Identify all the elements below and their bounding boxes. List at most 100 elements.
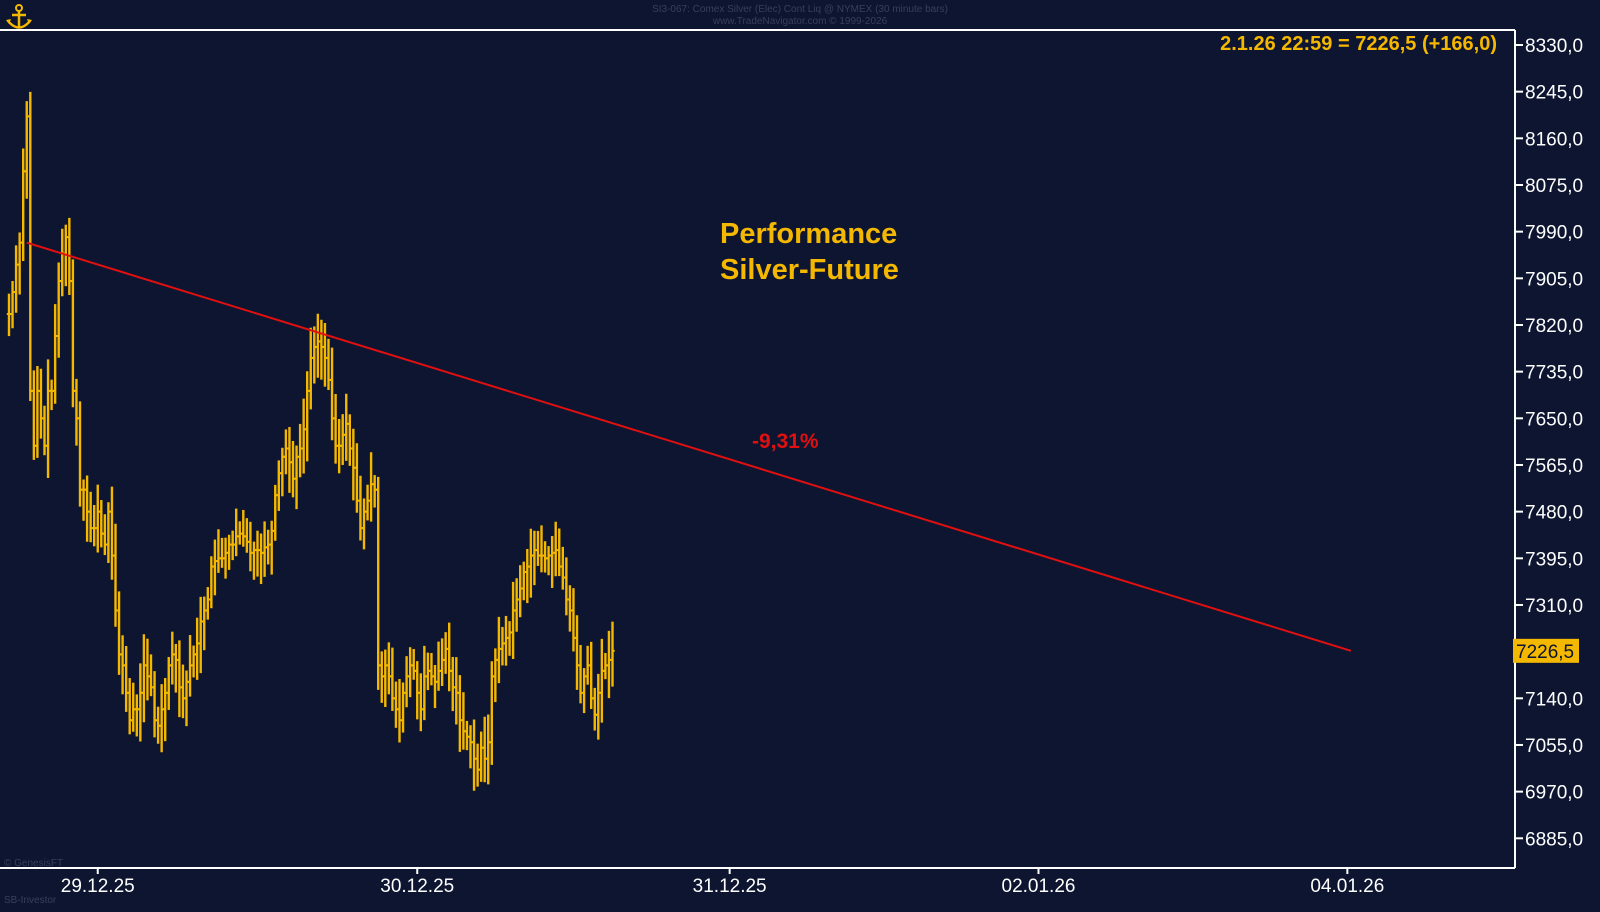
ohlc-bar — [542, 541, 548, 573]
ohlc-bar — [333, 393, 338, 464]
ohlc-bar — [510, 581, 516, 660]
ohlc-bar — [177, 640, 182, 718]
ohlc-bar — [411, 648, 416, 680]
ohlc-bar — [432, 664, 438, 709]
x-axis-ticks: 29.12.25 30.12.25 31.12.25 02.01.26 04.01.26 — [61, 868, 1384, 897]
y-axis-ticks: 8330,0 8245,0 8160,0 8075,0 7990,0 7905,0 7820… — [1515, 36, 1583, 850]
ohlc-bar — [581, 668, 587, 714]
ohlc-bar — [234, 508, 239, 557]
ohlc-bar — [393, 681, 399, 728]
ohlc-bar — [152, 671, 157, 738]
ohlc-bar — [145, 638, 150, 701]
ohlc-bar — [180, 664, 186, 719]
ohlc-bar — [503, 615, 509, 666]
ohlc-bar — [436, 641, 441, 691]
ohlc-bar — [70, 259, 76, 408]
ohlc-bar — [610, 621, 615, 687]
ohlc-bar — [443, 632, 448, 674]
ohlc-bar — [344, 393, 349, 461]
ohlc-bar — [358, 475, 363, 541]
ohlc-bar — [255, 530, 260, 577]
chart-header-line1: SI3-067: Comex Silver (Elec) Cont Liq @ … — [652, 4, 948, 15]
last-price-tag-text: 7226,5 — [1516, 642, 1574, 663]
ohlc-bar — [13, 245, 19, 313]
ohlc-bar — [123, 645, 129, 712]
ohlc-bar — [280, 447, 285, 497]
ohlc-bar — [596, 673, 601, 740]
ohlc-bar — [99, 500, 104, 548]
y-tick-label: 7565,0 — [1525, 456, 1583, 477]
ohlc-bar — [262, 521, 267, 577]
y-tick-label: 8075,0 — [1525, 176, 1583, 197]
ohlc-bar — [386, 642, 392, 695]
ohlc-bar — [209, 556, 214, 609]
ohlc-bar — [219, 537, 225, 568]
ohlc-bar — [141, 634, 147, 723]
ohlc-bar — [290, 440, 296, 498]
ohlc-bar — [84, 475, 90, 542]
ohlc-bar — [216, 529, 221, 573]
y-tick-label: 7055,0 — [1525, 736, 1583, 757]
ohlc-bar — [532, 530, 537, 586]
ohlc-bar — [315, 313, 321, 378]
ohlc-bar — [599, 638, 605, 723]
ohlc-bar — [471, 719, 477, 791]
ohlc-bar — [251, 541, 257, 580]
ohlc-bar — [60, 228, 65, 297]
last-price-tag: 7226,5 — [1513, 638, 1579, 663]
performance-label-line1: Performance — [720, 218, 897, 250]
ohlc-bar — [365, 484, 370, 521]
ohlc-bar — [276, 460, 281, 511]
ohlc-bar — [21, 148, 26, 262]
ohlc-bar — [308, 327, 313, 410]
footer-copyright: © GenesisFT — [4, 858, 63, 869]
ohlc-bar — [244, 518, 250, 553]
ohlc-bar — [429, 652, 434, 686]
ohlc-bar — [301, 398, 306, 474]
ohlc-bar — [461, 692, 466, 750]
performance-label-line2: Silver-Future — [720, 254, 899, 286]
y-tick-label: 7905,0 — [1525, 269, 1583, 290]
ohlc-bar — [92, 504, 97, 547]
ohlc-bar — [376, 476, 381, 690]
ohlc-bar — [351, 428, 356, 501]
ohlc-bar — [322, 323, 328, 387]
y-tick-label: 7310,0 — [1525, 596, 1583, 617]
ohlc-bar — [198, 596, 203, 674]
trendline-group — [26, 241, 1352, 652]
ohlc-bar — [258, 533, 264, 585]
y-tick-label: 7820,0 — [1525, 316, 1583, 337]
footer-source: SB-Investor — [4, 895, 57, 906]
ohlc-bar — [439, 638, 445, 686]
price-readout: 2.1.26 22:59 = 7226,5 (+166,0) — [1220, 33, 1497, 55]
y-tick-label: 8330,0 — [1525, 36, 1583, 57]
ohlc-bar — [134, 694, 139, 737]
ohlc-bar — [507, 621, 512, 656]
ohlc-bar — [578, 644, 583, 704]
ohlc-bar — [159, 684, 164, 753]
ohlc-bar — [223, 537, 228, 579]
ohlc-bar — [567, 585, 573, 632]
ohlc-bar — [450, 656, 455, 712]
ohlc-bar — [525, 548, 530, 604]
ohlc-bar — [241, 509, 246, 547]
ohlc-bar — [340, 414, 345, 465]
ohlc-bar — [390, 647, 395, 711]
ohlc-bar — [248, 521, 253, 572]
ohlc-bar — [514, 578, 519, 632]
ohlc-bar — [482, 716, 487, 783]
ohlc-bar — [418, 673, 423, 732]
ohlc-bar — [407, 647, 413, 698]
ohlc-bar — [74, 378, 79, 446]
ohlc-bar — [521, 561, 526, 601]
ohlc-bar — [95, 484, 100, 553]
ohlc-bar — [475, 743, 480, 787]
x-tick-label: 30.12.25 — [380, 876, 454, 897]
ohlc-bar — [202, 596, 207, 651]
ohlc-bar — [88, 491, 93, 543]
ohlc-bar — [546, 546, 551, 576]
ohlc-bar — [368, 452, 374, 522]
ohlc-bar — [77, 401, 83, 507]
ohlc-bar — [549, 536, 555, 588]
